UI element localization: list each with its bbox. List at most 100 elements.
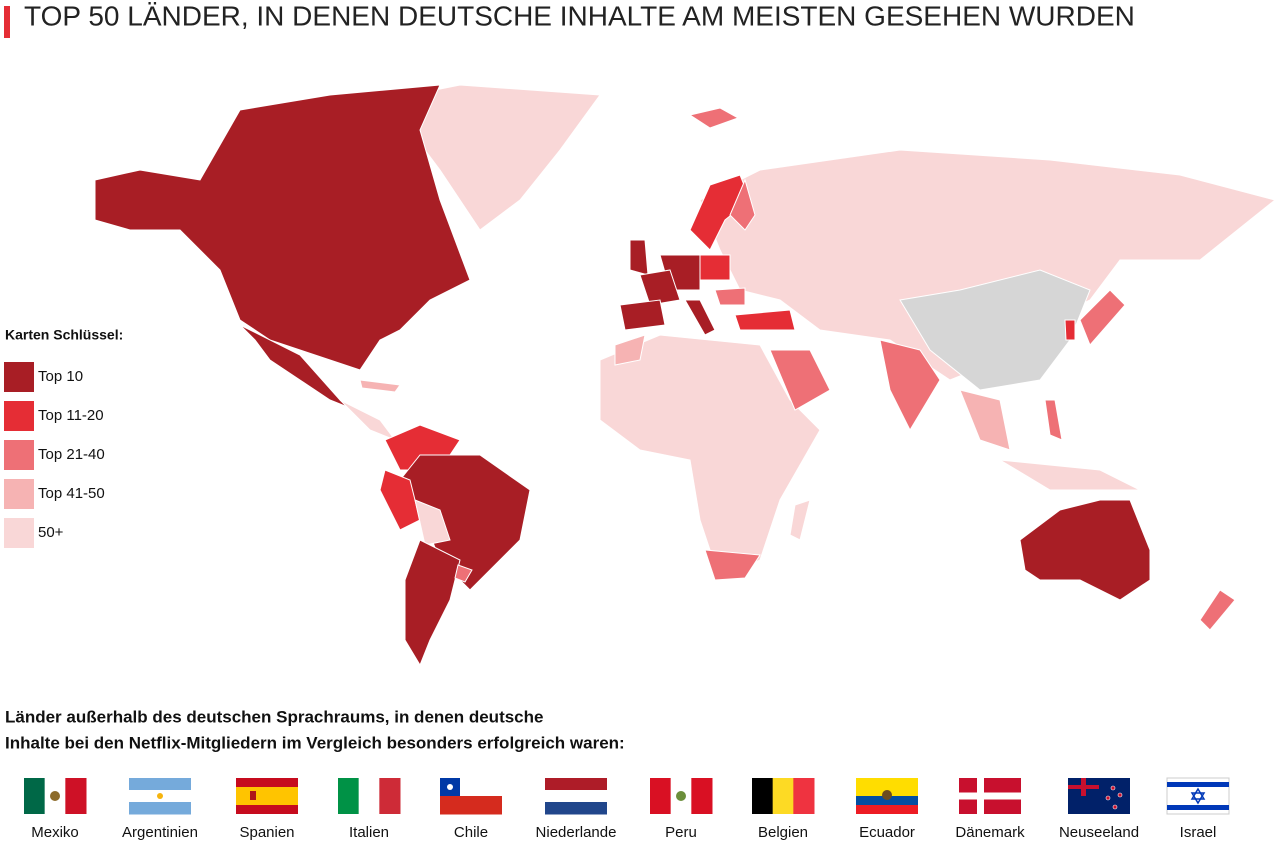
flag-stripe [856,796,918,805]
flag [650,778,713,814]
legend-swatch [4,401,34,431]
flag-stripe [545,778,607,791]
legend-swatch [4,362,34,392]
uk [629,239,649,276]
mexico [239,324,356,411]
country-name: Belgien [758,824,808,841]
australia [1019,499,1151,601]
flag-star [1190,787,1206,800]
southeast-asia [959,389,1011,451]
country-name: Ecuador [859,824,915,841]
legend-label: Top 11-20 [38,407,104,424]
world-map [94,84,1277,667]
title-accent [4,6,10,38]
country-name: Spanien [239,824,294,841]
flag [959,778,1021,814]
flag [129,778,191,815]
flag-stripe [793,778,815,814]
flag-cross [1081,778,1086,796]
flag [338,778,401,814]
flag-stripe [440,796,502,815]
flag-stripe [65,778,87,814]
flag-star [1117,792,1123,798]
japan [1079,289,1126,346]
flag-stripe [752,778,774,814]
flag-star [1112,804,1118,810]
country-name: Dänemark [955,824,1025,841]
flag-star [447,784,453,790]
flag-stripe [358,778,380,814]
legend-swatch [4,479,34,509]
indonesia [999,459,1141,491]
flag-cross [959,792,1021,800]
legend-label: Top 21-40 [38,446,105,463]
central-america [339,399,397,442]
flag-emblem [157,793,163,799]
flag-stripe [772,778,794,814]
flag [1166,777,1230,815]
country-name: Niederlande [536,824,617,841]
flag-stripe [856,778,918,796]
peru [379,469,421,531]
flag-stripe [545,802,607,815]
flag-star [1190,792,1206,805]
flag-stripe [856,805,918,814]
north-america [94,84,471,371]
flag [545,778,607,815]
south-africa [704,549,761,581]
flag-emblem [250,791,256,800]
legend-swatch [4,518,34,548]
flag-stripe [129,802,191,815]
flag-star [1110,785,1116,791]
legend-label: Top 10 [38,368,83,385]
caribbean [359,379,401,393]
legend: Top 10 Top 11-20 Top 21-40 Top 41-50 50+ [4,362,105,548]
caption-line: Inhalte bei den Netflix-Mitgliedern im V… [5,733,625,752]
france [639,269,681,306]
flag-stripe [1167,782,1229,787]
new-zealand [1199,589,1236,631]
legend-swatch [4,440,34,470]
flag-stripe [691,778,713,814]
country-name: Italien [349,824,389,841]
flag-stripe [1167,805,1229,810]
uruguay [454,564,473,583]
finland [729,178,756,231]
flag-emblem [50,791,60,801]
philippines [1044,399,1063,441]
bolivia [414,499,451,546]
flag-emblem [676,791,686,801]
flag [440,778,502,815]
country-name: Israel [1180,824,1217,841]
country-name: Neuseeland [1059,824,1139,841]
iberia [619,299,666,331]
country-name: Argentinien [122,824,198,841]
flag-stripe [129,778,191,791]
country-name: Peru [665,824,697,841]
country-name: Chile [454,824,488,841]
caption-line: Länder außerhalb des deutschen Sprachrau… [5,707,543,726]
flag [24,778,87,814]
title: TOP 50 LÄNDER, IN DENEN DEUTSCHE INHALTE… [24,0,1135,31]
flag-star [1105,795,1111,801]
country-name: Mexiko [31,824,79,841]
flag-stripe [236,787,298,805]
flag-stripe [24,778,46,814]
legend-label: Top 41-50 [38,485,105,502]
flags: Mexiko Argentinien Spanien Italien Chile Nied… [24,777,1230,841]
italy [684,299,716,336]
flag-emblem [882,790,892,800]
india [879,339,941,432]
flag [856,778,918,814]
flag [752,778,815,814]
turkey [734,309,796,331]
iceland [688,107,740,129]
legend-title: Karten Schlüssel: [5,327,123,343]
korea [1064,319,1076,341]
argentina-chile [404,539,461,667]
flag-stripe [650,778,672,814]
flag-stripe [379,778,401,814]
arabia [769,349,831,411]
